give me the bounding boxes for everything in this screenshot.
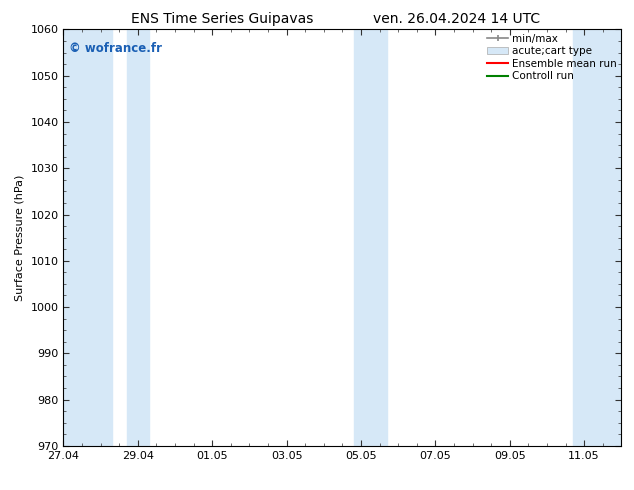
Y-axis label: Surface Pressure (hPa): Surface Pressure (hPa)	[15, 174, 25, 301]
Bar	[127, 29, 149, 446]
Text: ven. 26.04.2024 14 UTC: ven. 26.04.2024 14 UTC	[373, 12, 540, 26]
Legend: min/max, acute;cart type, Ensemble mean run, Controll run: min/max, acute;cart type, Ensemble mean …	[485, 31, 619, 83]
Text: © wofrance.fr: © wofrance.fr	[69, 42, 162, 55]
Text: ENS Time Series Guipavas: ENS Time Series Guipavas	[131, 12, 313, 26]
Bar	[573, 29, 621, 446]
Bar	[354, 29, 387, 446]
Bar	[63, 29, 112, 446]
